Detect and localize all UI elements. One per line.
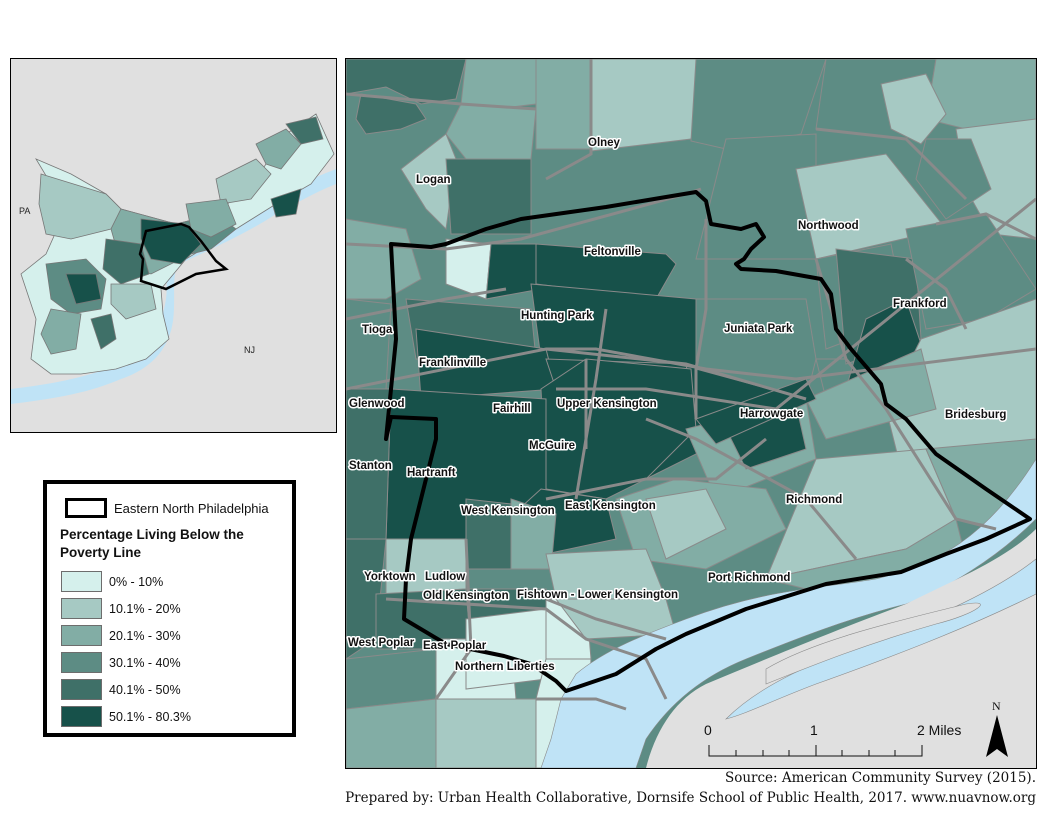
label-northwood: Northwood (798, 220, 859, 232)
legend-swatch-4 (61, 679, 102, 700)
eastern-north-philadelphia-boundary-inset (138, 222, 229, 291)
label-mcguire: McGuire (529, 440, 575, 452)
label-ludlow: Ludlow (425, 571, 465, 583)
legend-class-label: 40.1% - 50% (109, 682, 181, 697)
legend-class-label: 20.1% - 30% (109, 628, 181, 643)
label-tioga: Tioga (362, 324, 393, 336)
label-richmond: Richmond (786, 494, 842, 506)
label-franklinville: Franklinville (419, 357, 486, 369)
north-label: N (992, 699, 1001, 713)
label-harrowgate: Harrowgate (740, 408, 803, 420)
legend-title: Percentage Living Below the Poverty Line (60, 527, 244, 560)
label-bridesburg: Bridesburg (945, 409, 1006, 421)
label-stanton: Stanton (349, 460, 392, 472)
inset-label-nj: NJ (244, 345, 255, 355)
legend-class-row: 20.1% - 30% (61, 622, 191, 649)
scale-tick-0: 0 (704, 722, 712, 738)
delaware-river (540, 458, 1036, 768)
label-juniata-park: Juniata Park (724, 323, 793, 335)
label-hunting-park: Hunting Park (521, 310, 593, 322)
label-olney: Olney (588, 137, 621, 149)
legend-swatch-2 (61, 625, 102, 646)
census-tracts (346, 59, 1036, 768)
legend-class-label: 30.1% - 40% (109, 655, 181, 670)
boundary-label: Eastern North Philadelphia (114, 500, 269, 516)
map-credits: Source: American Community Survey (2015)… (345, 768, 1036, 808)
neighborhood-labels: Olney Logan Feltonville Northwood Frankf… (347, 136, 1008, 675)
legend-class-row: 0% - 10% (61, 568, 191, 595)
label-west-poplar: West Poplar (348, 637, 415, 649)
legend-class-label: 0% - 10% (109, 574, 164, 589)
inset-map-philadelphia: PA NJ (10, 58, 337, 433)
scale-tick-2: 2 Miles (917, 722, 961, 738)
label-old-kensington: Old Kensington (423, 590, 509, 602)
legend-class-row: 30.1% - 40% (61, 649, 191, 676)
map-legend: Eastern North Philadelphia Percentage Li… (43, 480, 296, 737)
label-frankford: Frankford (893, 298, 947, 310)
legend-swatch-0 (61, 571, 102, 592)
legend-class-row: 40.1% - 50% (61, 676, 191, 703)
label-fairhill: Fairhill (493, 403, 531, 415)
legend-classes: 0% - 10% 10.1% - 20% 20.1% - 30% 30.1% -… (61, 568, 191, 730)
legend-class-row: 50.1% - 80.3% (61, 703, 191, 730)
label-hartranft: Hartranft (407, 467, 456, 479)
scale-tick-1: 1 (810, 722, 818, 738)
label-east-kensington: East Kensington (565, 500, 656, 512)
legend-boundary-row: Eastern North Philadelphia (65, 498, 269, 518)
legend-swatch-3 (61, 652, 102, 673)
inset-label-pa: PA (19, 206, 30, 216)
philadelphia-tracts (20, 113, 335, 375)
label-feltonville: Feltonville (584, 246, 641, 258)
inset-map-canvas: PA NJ (11, 113, 336, 404)
north-arrow-icon: N (986, 699, 1008, 757)
legend-swatch-1 (61, 598, 102, 619)
label-yorktown: Yorktown (364, 571, 416, 583)
label-northern-liberties: Northern Liberties (455, 661, 555, 673)
main-map-eastern-north-philadelphia: Olney Logan Feltonville Northwood Frankf… (345, 58, 1037, 769)
legend-class-row: 10.1% - 20% (61, 595, 191, 622)
main-map-canvas: Olney Logan Feltonville Northwood Frankf… (346, 59, 1036, 768)
legend-swatch-5 (61, 706, 102, 727)
petty-island (765, 602, 981, 685)
legend-class-label: 10.1% - 20% (109, 601, 181, 616)
label-fishtown-lower-kensington: Fishtown - Lower Kensington (517, 589, 678, 601)
label-west-kensington: West Kensington (461, 505, 555, 517)
prepared-by-text: Prepared by: Urban Health Collaborative,… (345, 790, 1036, 806)
eastern-north-philadelphia-boundary (384, 190, 1032, 693)
boundary-swatch (65, 498, 107, 518)
label-upper-kensington: Upper Kensington (557, 398, 657, 410)
legend-class-label: 50.1% - 80.3% (109, 709, 191, 724)
label-port-richmond: Port Richmond (708, 572, 790, 584)
source-text: Source: American Community Survey (2015)… (724, 770, 1036, 786)
label-glenwood: Glenwood (349, 398, 405, 410)
label-logan: Logan (416, 174, 451, 186)
label-east-poplar: East Poplar (423, 640, 487, 652)
scale-bar: 0 1 2 Miles (704, 722, 961, 757)
